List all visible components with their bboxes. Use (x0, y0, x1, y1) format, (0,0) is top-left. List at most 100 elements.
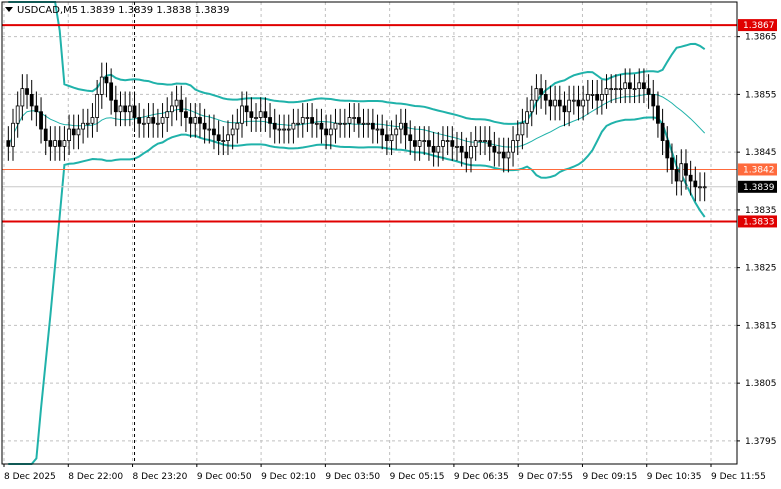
candle-body (688, 174, 693, 182)
candle-body (464, 151, 469, 159)
y-tick-label: 1.3825 (745, 264, 777, 274)
candle-body (455, 145, 459, 148)
candle-body (34, 105, 39, 113)
candle-body (324, 128, 329, 136)
candle-body (483, 140, 487, 143)
candle-body (534, 88, 539, 101)
candle-body (20, 88, 25, 107)
candle-body (174, 99, 179, 107)
candle-body (660, 122, 665, 142)
candle-body (202, 122, 207, 130)
candle-body (693, 180, 698, 188)
candle-body (188, 117, 193, 124)
candle-body (511, 140, 515, 153)
candle-body (478, 140, 483, 143)
candle-body (389, 134, 394, 141)
candle-body (296, 122, 300, 125)
bollinger-bands (7, 1, 706, 465)
candle-body (618, 88, 623, 91)
candle-body (155, 122, 160, 125)
candle-body (576, 99, 581, 107)
candle-body (39, 111, 43, 130)
x-tick-label: 9 Dec 10:35 (647, 472, 702, 482)
candle-body (109, 82, 114, 101)
grid (2, 2, 737, 464)
candle-body (637, 82, 642, 90)
candle-body (53, 140, 57, 147)
price-level-tag (738, 215, 777, 228)
candle-body (207, 128, 212, 131)
candle-body (613, 88, 618, 91)
candle-body (146, 117, 151, 124)
candle-body (413, 140, 417, 147)
candle-body (431, 145, 436, 153)
price-level-label: 1.3842 (743, 165, 775, 175)
candle-body (11, 122, 15, 147)
candle-body (137, 117, 142, 124)
candle-body (113, 99, 118, 113)
candle-body (581, 99, 586, 107)
x-tick-label: 9 Dec 00:50 (197, 472, 252, 482)
plot-frame (1, 1, 738, 465)
y-tick-label: 1.3795 (745, 437, 777, 447)
x-tick-label: 9 Dec 02:10 (261, 472, 316, 482)
candle-body (684, 163, 688, 176)
candle-body (529, 99, 534, 113)
y-tick-label: 1.3805 (745, 379, 777, 389)
candle-body (646, 88, 651, 95)
candle-body (473, 140, 478, 147)
candle-body (394, 128, 399, 136)
candle-body (380, 128, 385, 136)
candle-body (249, 111, 254, 118)
candle-body (539, 88, 543, 95)
candle-body (656, 105, 660, 124)
candle-body (585, 94, 590, 101)
candle-body (375, 128, 380, 131)
candle-body (240, 105, 244, 124)
candle-body (212, 128, 216, 136)
candle-body (427, 140, 431, 147)
candle-body (604, 88, 609, 95)
candle-body (525, 111, 529, 124)
candle-body (665, 140, 670, 159)
axes: 1.3865 1.3855 1.3845 1.3835 1.3825 1.3815 1.38… (3, 19, 777, 482)
candle-body (674, 169, 679, 182)
candle-body (319, 122, 324, 130)
x-tick-label: 8 Dec 2025 (4, 472, 56, 482)
candle-body (226, 134, 230, 141)
candle-body (553, 99, 558, 107)
candle-body (487, 140, 492, 147)
candle-body (599, 94, 604, 101)
candle-body (562, 105, 567, 113)
y-tick-label: 1.3815 (745, 321, 777, 331)
candle-body (515, 134, 520, 141)
candle-body (408, 134, 413, 141)
candle-body (81, 122, 86, 130)
current-price-tag (738, 180, 777, 193)
candle-body (314, 122, 319, 125)
y-tick-label: 1.3865 (745, 33, 777, 43)
candle-body (642, 82, 646, 90)
x-tick-label: 8 Dec 22:00 (68, 472, 123, 482)
candle-body (244, 105, 249, 113)
candle-body (95, 94, 100, 118)
price-level-tag (738, 19, 777, 32)
candle-body (310, 117, 315, 124)
candle-body (291, 122, 296, 130)
candle-body (698, 186, 702, 189)
y-tick-label: 1.3845 (745, 148, 777, 158)
band-middle-line (7, 93, 706, 148)
candle-body (272, 122, 277, 130)
candle-body (632, 88, 637, 91)
header-menu-icon[interactable] (5, 7, 13, 12)
candle-body (356, 117, 361, 124)
candle-body (67, 128, 71, 142)
candle-body (333, 122, 338, 130)
candle-body (85, 122, 90, 125)
candle-body (627, 82, 632, 90)
candle-body (141, 122, 146, 125)
candle-body (501, 151, 506, 159)
candle-body (548, 99, 553, 107)
candle-body (590, 94, 595, 96)
